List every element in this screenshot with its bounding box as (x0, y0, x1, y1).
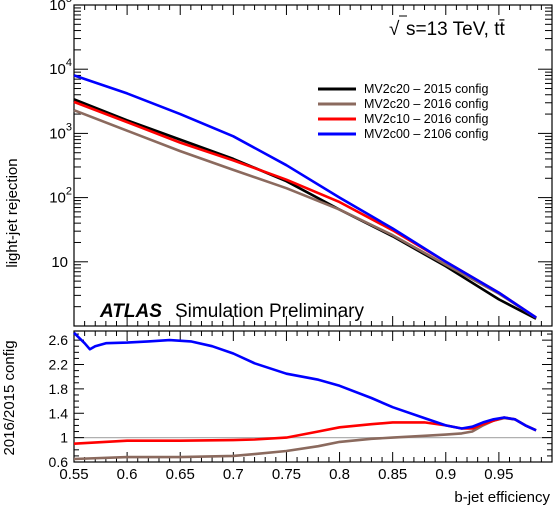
y-tick-label: 10 (51, 254, 68, 271)
x-tick-label: 0.95 (484, 466, 513, 483)
bottom-panel: 0.611.41.82.22.6 0.55 0.6 0.65 0.7 0.75 0.8 0.… (1, 330, 553, 506)
svg-text:MV2c00 – 2106 config: MV2c00 – 2106 config (364, 127, 488, 141)
atlas-bold-text: ATLAS (99, 301, 162, 322)
top-y-tick-labels: 10 102 103 104 105 (49, 0, 72, 271)
ratio-y-tick-label: 1.8 (49, 381, 69, 397)
legend-entry-mv2c20-2016: MV2c20 – 2016 config (318, 97, 488, 111)
ratio-y-tick-label: 0.6 (49, 454, 69, 470)
legend-entry-mv2c10-2016: MV2c10 – 2016 config (318, 112, 488, 126)
x-tick-label: 0.55 (59, 466, 88, 483)
x-tick-label: 0.9 (435, 466, 456, 483)
bottom-y-tick-labels: 0.6 1 1.4 1.8 2.2 2.6 (49, 332, 69, 470)
svg-text:MV2c10 – 2016 config: MV2c10 – 2016 config (364, 112, 488, 126)
series-line-mv2c00-2106-config (73, 74, 537, 319)
series-line-mv2c20-2016-config (73, 108, 537, 319)
svg-text:MV2c20 – 2015 config: MV2c20 – 2015 config (364, 82, 488, 96)
x-tick-label: 0.65 (166, 466, 195, 483)
ratio-y-tick-label: 2.2 (49, 357, 69, 373)
y-tick-label: 104 (49, 57, 72, 78)
svg-text:MV2c20 – 2016 config: MV2c20 – 2016 config (364, 97, 488, 111)
energy-label: √ s=13 TeV, tt̄ (389, 15, 505, 40)
ratio-line-mv2c00-2106-config (73, 331, 537, 432)
energy-text: s=13 TeV, tt̄ (406, 19, 505, 40)
series-line-mv2c20-2015-config (73, 98, 537, 320)
x-tick-labels: 0.55 0.6 0.65 0.7 0.75 0.8 0.85 0.9 0.95 (59, 466, 513, 483)
ratio-y-tick-label: 2.6 (49, 332, 69, 348)
legend: MV2c20 – 2015 config MV2c20 – 2016 confi… (318, 82, 488, 141)
legend-entry-mv2c00-2106: MV2c00 – 2106 config (318, 127, 488, 141)
ratio-y-tick-label: 1 (60, 430, 68, 446)
y-tick-label: 105 (49, 0, 72, 14)
x-tick-label: 0.85 (378, 466, 407, 483)
ratio-series-lines (73, 331, 537, 461)
x-tick-label: 0.8 (329, 466, 350, 483)
top-panel-ticks (73, 5, 553, 327)
sqrt-sign: √ (389, 19, 400, 40)
top-series-lines (73, 74, 537, 320)
x-axis-title: b-jet efficiency (454, 489, 550, 506)
atlas-label: ATLAS Simulation Preliminary (99, 301, 365, 322)
ratio-y-tick-label: 1.4 (49, 405, 69, 421)
atlas-rest-text: Simulation Preliminary (175, 301, 365, 322)
bottom-y-axis-title: 2016/2015 config (1, 340, 18, 455)
x-tick-label: 0.75 (272, 466, 301, 483)
x-tick-label: 0.7 (223, 466, 244, 483)
x-tick-label: 0.6 (117, 466, 138, 483)
top-panel-frame (73, 4, 553, 327)
bottom-panel-frame (73, 330, 553, 463)
legend-entry-mv2c20-2015: MV2c20 – 2015 config (318, 82, 488, 96)
top-y-axis-title: light-jet rejection (4, 158, 21, 267)
top-panel: 10 102 103 104 105 light-jet rejection √ s=1… (4, 0, 553, 327)
y-tick-label: 102 (49, 186, 72, 207)
y-tick-label: 103 (49, 121, 72, 142)
